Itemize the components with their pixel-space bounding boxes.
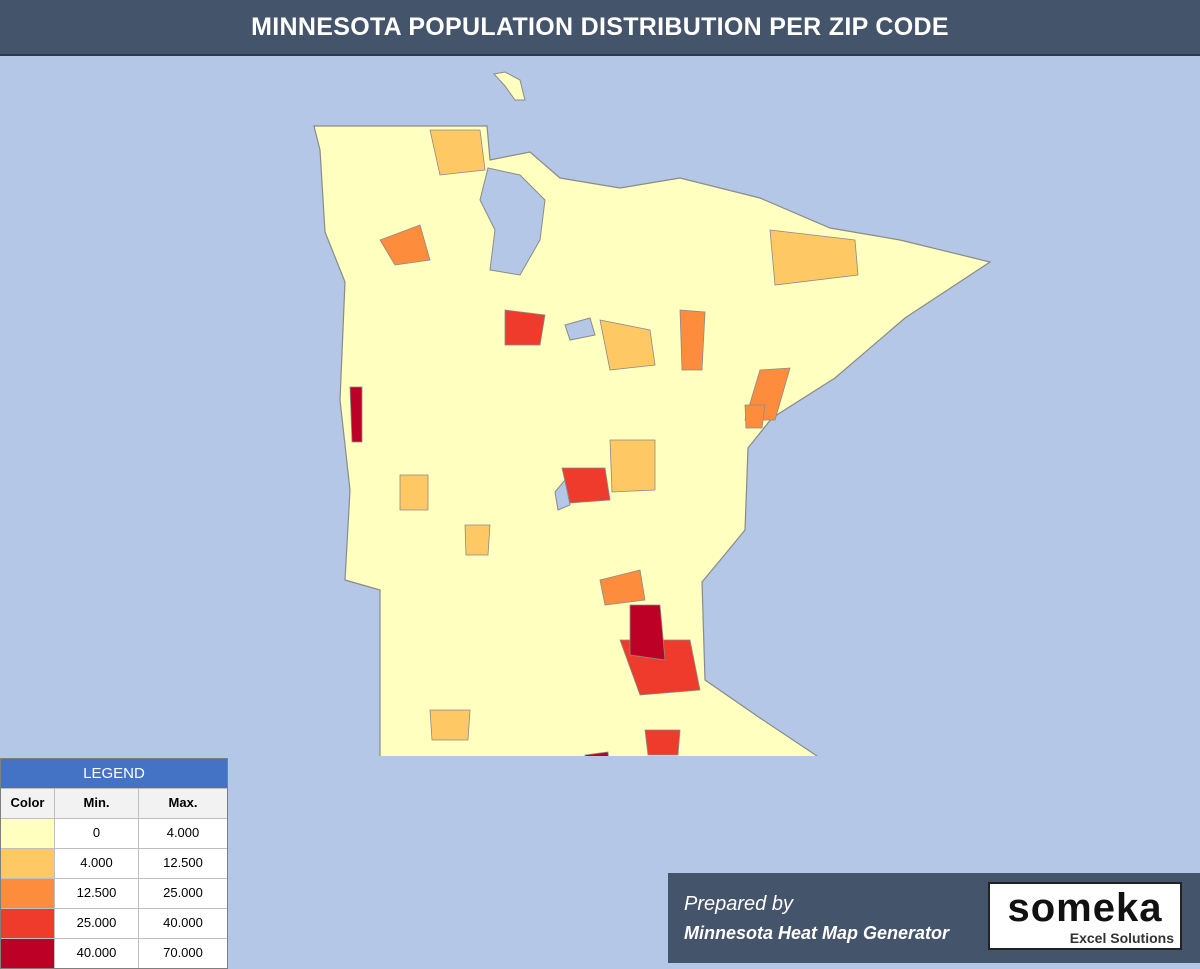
- zip-area: [644, 729, 681, 756]
- footer: Prepared by Minnesota Heat Map Generator…: [668, 873, 1200, 963]
- zip-area: [744, 404, 766, 429]
- legend-max: 4.000: [166, 825, 200, 840]
- legend-row: 40.000 70.000: [1, 938, 227, 968]
- zip-area: [504, 309, 546, 346]
- zip-area: [561, 467, 611, 504]
- map: [313, 71, 992, 756]
- lake: [564, 317, 596, 341]
- logo: someka Excel Solutions: [988, 882, 1182, 950]
- legend-header: Color Min. Max.: [1, 788, 227, 818]
- zip-area: [679, 309, 706, 371]
- hot-spots: [349, 129, 859, 756]
- color-swatch: [1, 879, 55, 908]
- zip-area: [464, 524, 491, 556]
- zip-area: [609, 439, 656, 493]
- zip-area: [429, 129, 486, 176]
- legend-max: 12.500: [163, 855, 203, 870]
- legend-max: 25.000: [163, 885, 203, 900]
- zip-area: [349, 386, 363, 443]
- zip-area: [769, 229, 859, 286]
- legend-min: 4.000: [55, 849, 139, 878]
- legend-row: 4.000 12.500: [1, 848, 227, 878]
- column-header: Color: [1, 789, 55, 818]
- legend-min: 0: [55, 819, 139, 848]
- color-swatch: [1, 819, 55, 848]
- color-swatch: [1, 909, 55, 938]
- color-swatch: [1, 849, 55, 878]
- column-header: Min.: [55, 789, 139, 818]
- legend-row: 25.000 40.000: [1, 908, 227, 938]
- logo-tagline: Excel Solutions: [1069, 930, 1174, 946]
- legend-title: LEGEND: [1, 759, 227, 788]
- legend-min: 12.500: [55, 879, 139, 908]
- zip-area: [399, 474, 429, 511]
- legend-min: 40.000: [55, 939, 139, 968]
- legend-min: 25.000: [55, 909, 139, 938]
- legend-row: 0 4.000: [1, 818, 227, 848]
- title-bar: MINNESOTA POPULATION DISTRIBUTION PER ZI…: [0, 0, 1200, 56]
- zip-area: [629, 604, 666, 661]
- zip-area: [379, 224, 431, 266]
- lake: [479, 167, 546, 276]
- color-swatch: [1, 939, 55, 968]
- prepared-by: Prepared by: [684, 893, 793, 915]
- legend-rows: 0 4.000 4.000 12.500 12.500 25.000 25.000 40.00…: [1, 818, 227, 968]
- zip-area: [599, 319, 656, 371]
- zip-area: [429, 709, 471, 741]
- product-name: Minnesota Heat Map Generator: [684, 923, 950, 943]
- legend-max: 70.000: [163, 945, 203, 960]
- zip-area: [599, 569, 646, 606]
- zip-area: [584, 751, 609, 756]
- legend-max: 40.000: [163, 915, 203, 930]
- logo-name: someka: [1007, 886, 1163, 930]
- legend-row: 12.500 25.000: [1, 878, 227, 908]
- column-header: Max.: [139, 789, 227, 818]
- island: [493, 71, 526, 101]
- legend: LEGEND Color Min. Max. 0 4.000 4.000 12.500…: [0, 758, 228, 969]
